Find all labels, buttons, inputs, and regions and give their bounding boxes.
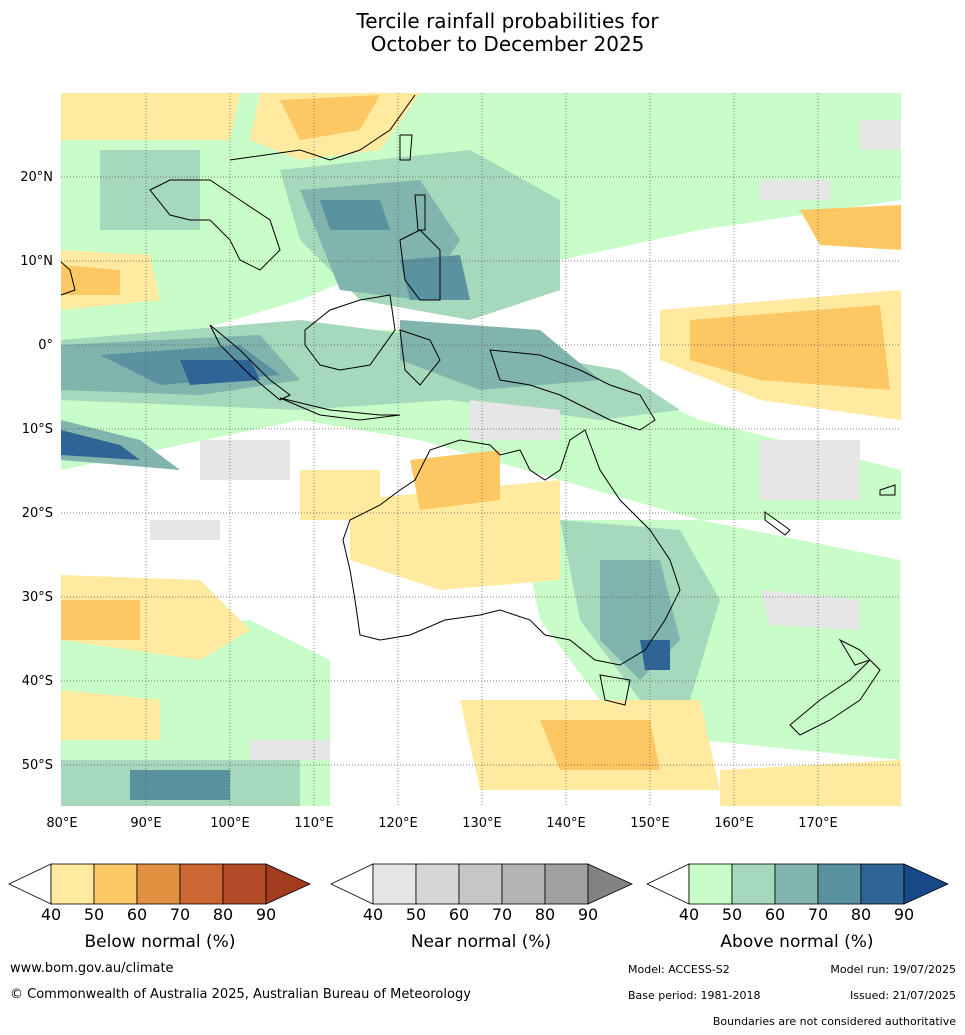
colorbar-tick-label: 70	[807, 905, 829, 924]
probability-fields	[61, 93, 901, 806]
colorbar-tick-label: 90	[577, 905, 599, 924]
colorbar-tick-label: 80	[534, 905, 556, 924]
colorbar-tick-label: 90	[255, 905, 277, 924]
colorbar-near	[330, 863, 633, 905]
longitude-labels: 80°E 90°E 100°E 110°E 120°E 130°E 140°E …	[46, 816, 837, 831]
lat-label: 50°S	[22, 758, 53, 773]
coastlines	[60, 94, 896, 736]
map-area: 80°E 90°E 100°E 110°E 120°E 130°E 140°E …	[0, 90, 965, 840]
colorbar-tick-label: 50	[721, 905, 743, 924]
lon-label: 160°E	[714, 816, 754, 831]
issued-date: Issued: 21/07/2025	[849, 989, 956, 1002]
lon-label: 90°E	[130, 816, 161, 831]
colorbar-tick-label: 40	[678, 905, 700, 924]
colorbar-segment	[93, 863, 138, 905]
model-run-date: Model run: 19/07/2025	[830, 963, 956, 976]
lon-label: 80°E	[46, 816, 77, 831]
colorbar-extension-low	[8, 863, 52, 905]
legend-title-near: Near normal (%)	[410, 932, 552, 952]
lon-label: 150°E	[630, 816, 670, 831]
legend-title-below: Below normal (%)	[84, 932, 236, 952]
legend-above-normal	[646, 862, 950, 906]
lon-label: 100°E	[210, 816, 250, 831]
gridlines	[61, 93, 901, 806]
colorbar-segment	[415, 863, 460, 905]
colorbar-below	[8, 863, 311, 905]
colorbar-extension-high	[903, 863, 949, 905]
colorbar-tick-label: 70	[169, 905, 191, 924]
lat-label: 30°S	[22, 590, 53, 605]
lat-label: 0°	[38, 338, 53, 353]
colorbar-tick-label: 80	[850, 905, 872, 924]
model-name: Model: ACCESS-S2	[628, 963, 730, 976]
legend-below-normal	[8, 862, 312, 906]
colorbar-extension-low	[330, 863, 374, 905]
colorbar-extension-low	[646, 863, 690, 905]
colorbar-above	[646, 863, 949, 905]
colorbar-segment	[50, 863, 95, 905]
boundaries-disclaimer: Boundaries are not considered authoritat…	[712, 1015, 956, 1028]
rainfall-map: 80°E 90°E 100°E 110°E 120°E 130°E 140°E …	[20, 93, 901, 831]
colorbar-extension-high	[587, 863, 633, 905]
colorbar-tick-label: 90	[893, 905, 915, 924]
colorbar-segment	[860, 863, 905, 905]
legend-title-above: Above normal (%)	[720, 932, 874, 952]
colorbar-segment	[731, 863, 776, 905]
lon-label: 170°E	[798, 816, 838, 831]
colorbar-segment	[372, 863, 417, 905]
colorbar-tick-label: 60	[764, 905, 786, 924]
colorbar-segment	[458, 863, 503, 905]
colorbar-segment	[501, 863, 546, 905]
lat-label: 20°S	[22, 506, 53, 521]
map-title: Tercile rainfall probabilities for Octob…	[0, 10, 965, 56]
colorbar-segment	[222, 863, 267, 905]
colorbar-tick-label: 40	[362, 905, 384, 924]
lat-label: 40°S	[22, 674, 53, 689]
colorbar-tick-label: 50	[405, 905, 427, 924]
colorbar-tick-label: 40	[40, 905, 62, 924]
lon-label: 110°E	[294, 816, 334, 831]
colorbar-segment	[688, 863, 733, 905]
title-line-1: Tercile rainfall probabilities for	[356, 9, 659, 33]
lon-label: 130°E	[462, 816, 502, 831]
title-line-2: October to December 2025	[370, 32, 645, 56]
colorbar-tick-label: 60	[126, 905, 148, 924]
colorbar-extension-high	[265, 863, 311, 905]
base-period: Base period: 1981-2018	[628, 989, 761, 1002]
latitude-labels: 20°N 10°N 0° 10°S 20°S 30°S 40°S 50°S	[20, 170, 53, 773]
colorbar-tick-label: 60	[448, 905, 470, 924]
lon-label: 140°E	[546, 816, 586, 831]
lat-label: 10°N	[20, 254, 53, 269]
colorbar-tick-label: 70	[491, 905, 513, 924]
colorbar-tick-label: 50	[83, 905, 105, 924]
lat-label: 10°S	[22, 422, 53, 437]
colorbar-segment	[136, 863, 181, 905]
website-link[interactable]: www.bom.gov.au/climate	[10, 961, 174, 976]
lat-label: 20°N	[20, 170, 53, 185]
colorbar-segment	[774, 863, 819, 905]
colorbar-segment	[179, 863, 224, 905]
colorbar-tick-label: 80	[212, 905, 234, 924]
copyright-text: © Commonwealth of Australia 2025, Austra…	[10, 987, 471, 1002]
colorbar-segment	[817, 863, 862, 905]
lon-label: 120°E	[378, 816, 418, 831]
legend-near-normal	[330, 862, 634, 906]
colorbar-segment	[544, 863, 589, 905]
